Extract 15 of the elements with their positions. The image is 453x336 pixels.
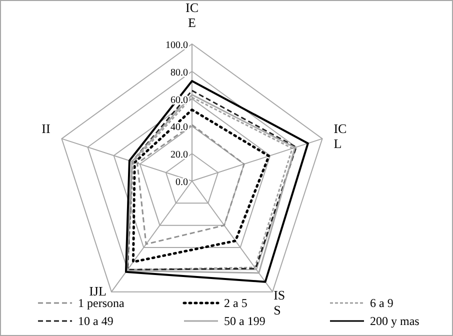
legend-label: 200 y mas (370, 314, 420, 328)
y-tick-label: 20.0 (170, 150, 188, 161)
y-tick-label: 80.0 (170, 67, 188, 78)
spoke-label: ISS (274, 288, 286, 318)
legend-label: 50 a 199 (224, 314, 266, 328)
y-tick-label: 0.0 (176, 177, 188, 188)
spoke-label: ICL (334, 120, 347, 151)
legend-label: 1 persona (78, 296, 125, 310)
legend-label: 2 a 5 (224, 296, 248, 310)
legend-label: 6 a 9 (370, 296, 394, 310)
y-tick-label: 100.0 (166, 40, 188, 51)
legend-label: 10 a 49 (78, 314, 114, 328)
spoke-label: II (42, 120, 50, 136)
spoke-label: ICE (186, 0, 198, 30)
spoke-label: IJL (89, 284, 106, 299)
